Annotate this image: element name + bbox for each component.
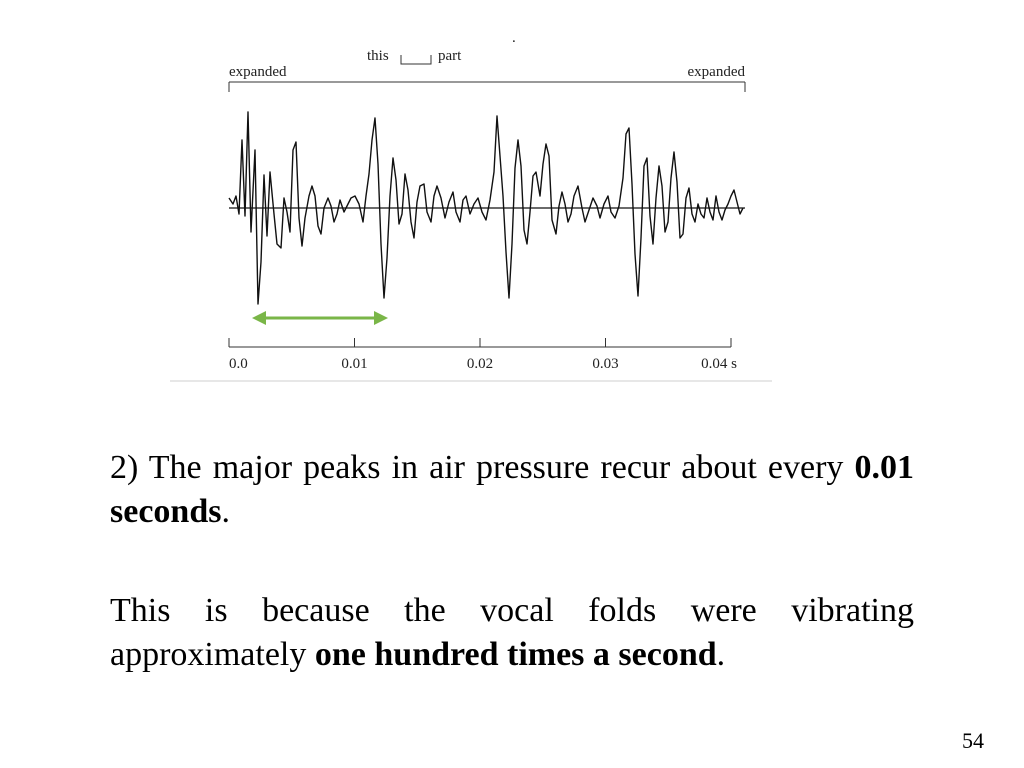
paragraph-vocal-folds: This is because the vocal folds were vib… xyxy=(110,589,914,677)
p1-lead: 2) The major peaks in air pressure recur… xyxy=(110,449,855,486)
p2-lead: This is because the vocal folds were vib… xyxy=(110,592,914,673)
time-tick-label: 0.02 xyxy=(467,356,493,372)
waveform-figure: expanded expanded this part . 0.0 0.01 0.0… xyxy=(170,30,772,382)
time-axis-ticks: 0.0 0.01 0.02 0.03 0.04 s xyxy=(228,338,737,372)
expanded-left-label: expanded xyxy=(229,64,287,80)
time-tick-label: 0.04 s xyxy=(701,356,737,372)
p2-bold: one hundred times a second xyxy=(314,636,717,673)
time-tick-label: 0.01 xyxy=(341,356,367,372)
time-tick-label: 0.0 xyxy=(229,356,248,372)
this-label: this xyxy=(367,48,389,64)
part-label: part xyxy=(438,48,462,64)
period-arrow xyxy=(252,311,388,325)
paragraph-peaks: 2) The major peaks in air pressure recur… xyxy=(110,446,914,534)
this-part-bracket xyxy=(400,55,432,65)
p1-end: . xyxy=(221,493,230,530)
page-number: 54 xyxy=(962,728,984,753)
time-tick-label: 0.03 xyxy=(592,356,618,372)
waveform-trace xyxy=(228,111,744,305)
stray-dot: . xyxy=(512,30,516,46)
p1-bold: 0.01 seconds xyxy=(110,449,914,530)
p2-end: . xyxy=(716,636,726,673)
expanded-right-label: expanded xyxy=(688,64,746,80)
